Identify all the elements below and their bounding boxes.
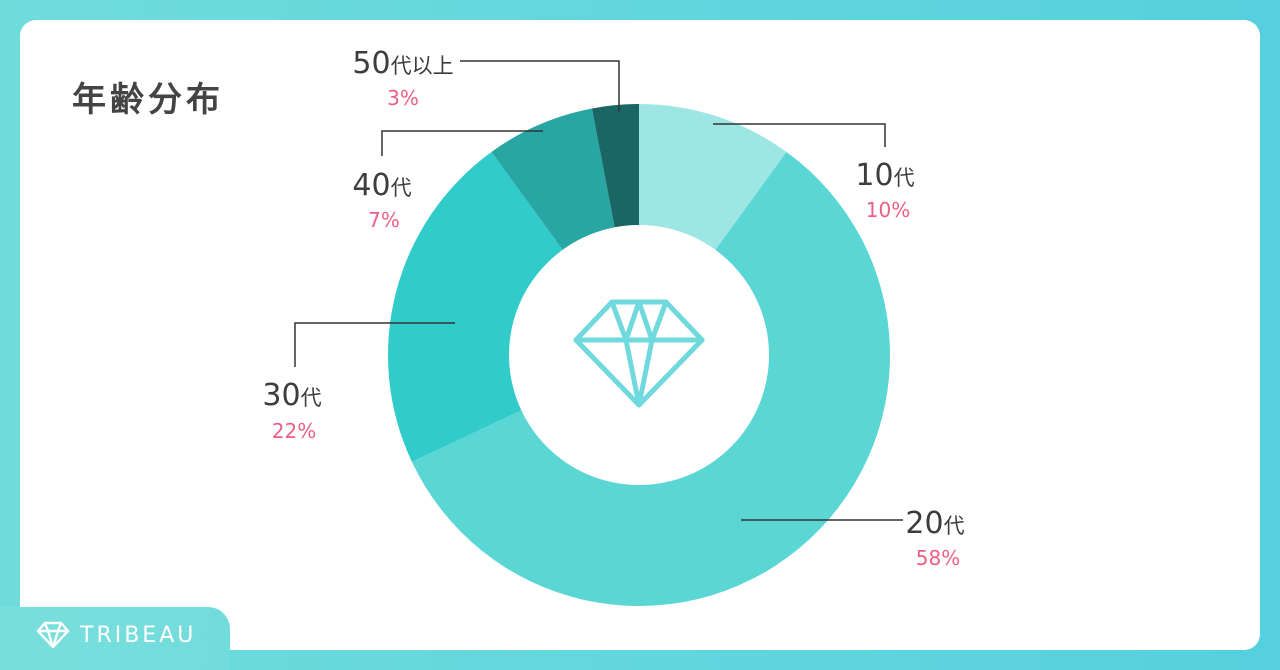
slice-label-10: 10代: [855, 158, 914, 193]
slice-percent-20: 58%: [916, 546, 960, 570]
slice-percent-50: 3%: [387, 86, 419, 110]
diamond-icon: [36, 621, 70, 649]
slice-label-40: 40代: [352, 168, 411, 203]
leader-line-30: [294, 322, 455, 367]
slice-label-50: 50代以上: [352, 46, 453, 81]
leader-line-10: [713, 123, 886, 147]
diamond-icon: [573, 299, 705, 408]
chart-card: 年齢分布 10代 10% 20代 58% 30代 22% 40代 7% 50代以…: [20, 20, 1260, 650]
donut-hole: [509, 225, 769, 485]
leader-line-50: [460, 60, 620, 112]
leader-lines: [294, 60, 903, 521]
slice-percent-30: 22%: [272, 419, 316, 443]
brand-name: TRIBEAU: [80, 623, 197, 648]
leader-line-40: [381, 130, 543, 156]
slice-label-20: 20代: [905, 506, 964, 541]
slice-label-30: 30代: [262, 378, 321, 413]
slice-percent-10: 10%: [866, 198, 910, 222]
donut-chart: 10代 10% 20代 58% 30代 22% 40代 7% 50代以上 3%: [262, 46, 965, 607]
slice-percent-40: 7%: [368, 208, 400, 232]
chart-title: 年齢分布: [72, 80, 224, 120]
brand-tab: [0, 607, 230, 670]
